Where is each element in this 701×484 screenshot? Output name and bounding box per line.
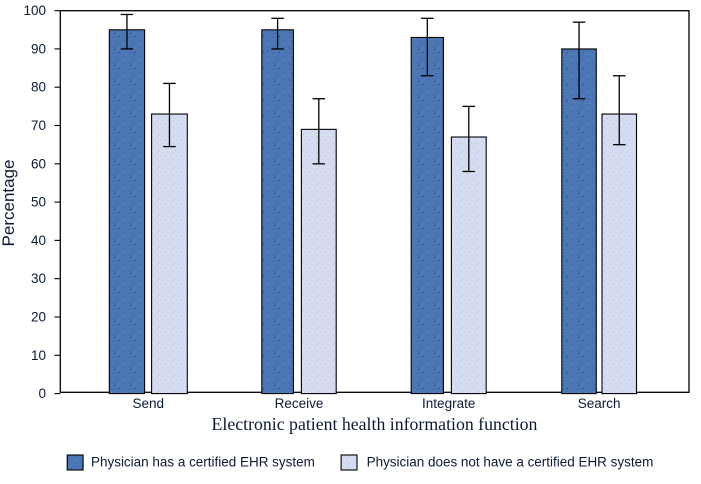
- svg-text:Physician does not have a cert: Physician does not have a certified EHR …: [367, 455, 654, 470]
- svg-text:Search: Search: [578, 396, 621, 411]
- svg-text:40: 40: [31, 233, 46, 248]
- svg-text:Electronic patient health info: Electronic patient health information fu…: [212, 414, 538, 434]
- svg-text:Integrate: Integrate: [422, 396, 475, 411]
- svg-text:Receive: Receive: [275, 396, 324, 411]
- svg-text:30: 30: [31, 271, 46, 286]
- svg-text:100: 100: [23, 3, 46, 18]
- svg-text:50: 50: [31, 195, 46, 210]
- svg-text:70: 70: [31, 118, 46, 133]
- svg-text:10: 10: [31, 348, 46, 363]
- svg-text:90: 90: [31, 41, 46, 56]
- svg-text:20: 20: [31, 310, 46, 325]
- svg-text:80: 80: [31, 80, 46, 95]
- svg-text:60: 60: [31, 156, 46, 171]
- svg-text:0: 0: [38, 386, 46, 401]
- svg-text:Physician has a certified EHR: Physician has a certified EHR system: [91, 455, 315, 470]
- svg-text:Percentage: Percentage: [0, 160, 18, 247]
- svg-text:Send: Send: [133, 396, 165, 411]
